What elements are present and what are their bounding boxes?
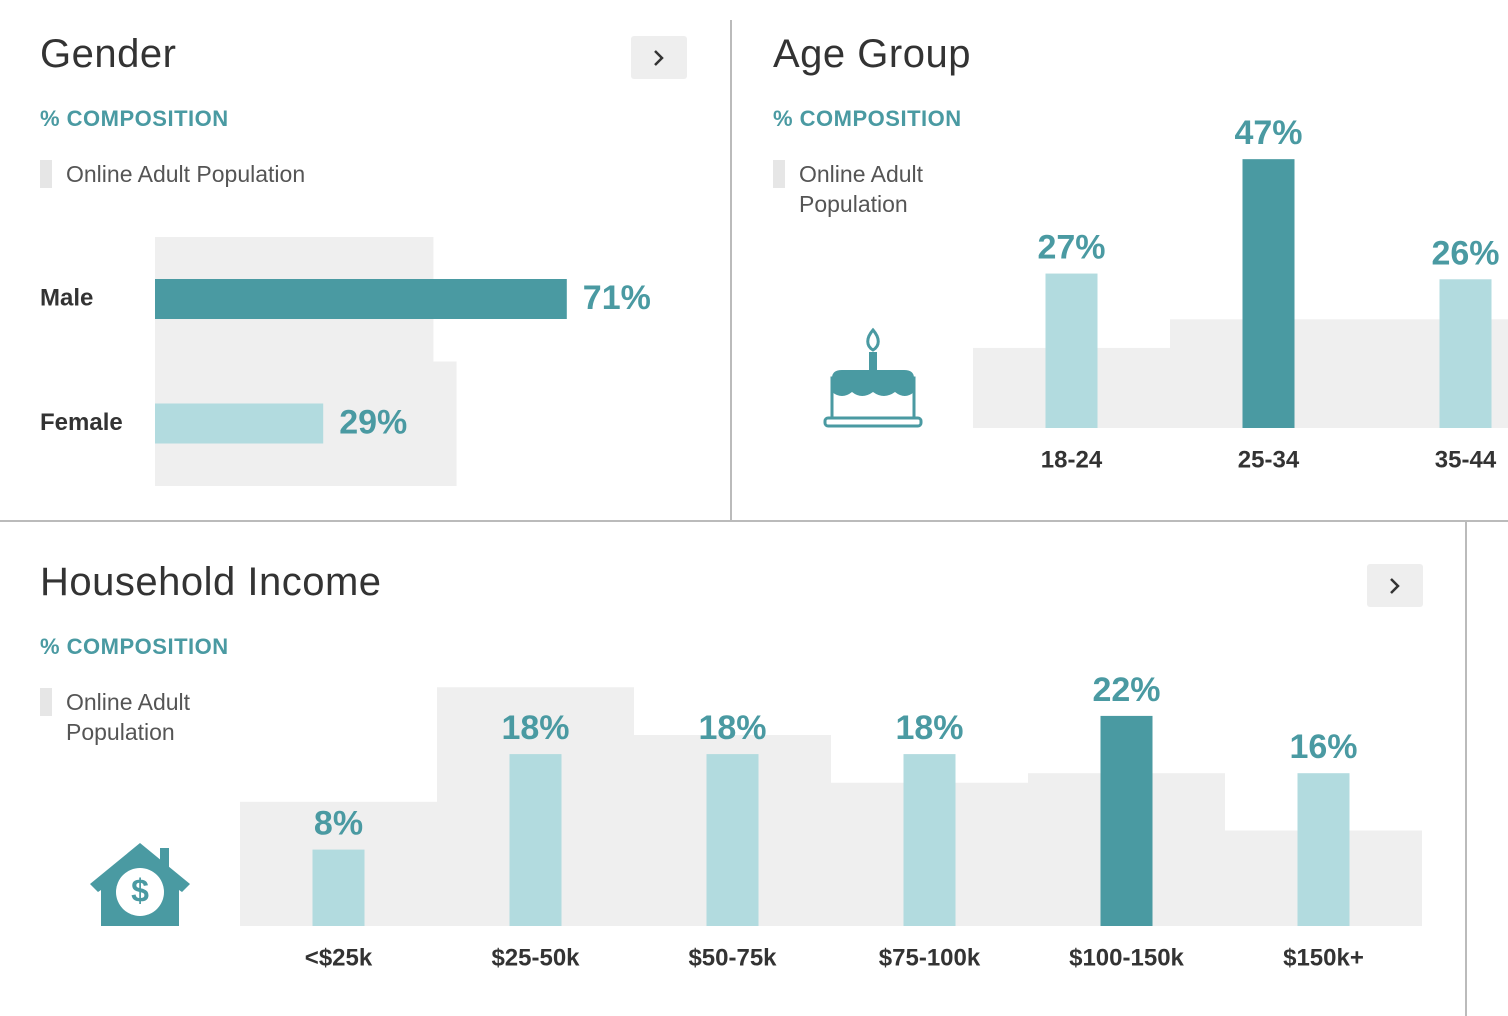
category-label: $75-100k (879, 944, 981, 971)
divider (1465, 522, 1467, 1016)
value-label: 29% (339, 403, 407, 441)
next-button[interactable] (631, 36, 687, 79)
legend: Online Adult Population (40, 688, 210, 747)
house-icon: $ (90, 843, 190, 926)
bar (1045, 273, 1098, 428)
category-label: Female (40, 409, 123, 436)
category-label: $25-50k (491, 944, 580, 971)
bar (312, 849, 365, 926)
legend-label: Online Adult Population (799, 161, 924, 217)
bar (1100, 715, 1153, 926)
bar (509, 754, 562, 926)
category-label: 25-34 (1238, 446, 1300, 473)
legend-label: Online Adult Population (66, 689, 191, 745)
chart-title: Household Income (40, 560, 382, 604)
category-label: 18-24 (1041, 446, 1103, 473)
chart-subtitle: % COMPOSITION (40, 106, 229, 131)
legend-swatch (40, 160, 52, 188)
legend-swatch (773, 160, 785, 188)
bar (1297, 773, 1350, 926)
bar (155, 279, 567, 319)
legend-label: Online Adult Population (66, 161, 306, 187)
legend: Online Adult Population (773, 160, 943, 219)
category-label: $50-75k (688, 944, 777, 971)
bar (1439, 279, 1492, 428)
chart-title: Age Group (773, 32, 971, 76)
bar (903, 754, 956, 926)
value-label: 27% (1037, 229, 1105, 267)
category-label: $150k+ (1283, 944, 1364, 971)
value-label: 22% (1092, 671, 1160, 709)
chart-title: Gender (40, 32, 177, 76)
chart-subtitle: % COMPOSITION (40, 634, 229, 659)
category-label: Male (40, 284, 93, 311)
bar (1242, 159, 1295, 428)
value-label: 18% (895, 709, 963, 747)
value-label: 47% (1234, 114, 1302, 152)
legend-swatch (40, 688, 52, 716)
divider (730, 20, 732, 520)
bar (155, 403, 324, 444)
value-label: 16% (1289, 728, 1357, 766)
bar (706, 754, 759, 926)
category-label: 35-44 (1435, 446, 1497, 473)
divider (0, 520, 1508, 522)
next-button[interactable] (1367, 564, 1423, 607)
category-label: <$25k (305, 944, 373, 971)
legend: Online Adult Population (40, 160, 440, 189)
value-label: 8% (314, 805, 363, 843)
cake-icon (823, 327, 923, 428)
svg-text:$: $ (131, 872, 149, 908)
value-label: 18% (698, 709, 766, 747)
value-label: 18% (501, 709, 569, 747)
value-label: 26% (1431, 234, 1499, 272)
value-label: 71% (583, 279, 651, 317)
chart-subtitle: % COMPOSITION (773, 106, 962, 131)
category-label: $100-150k (1069, 944, 1184, 971)
